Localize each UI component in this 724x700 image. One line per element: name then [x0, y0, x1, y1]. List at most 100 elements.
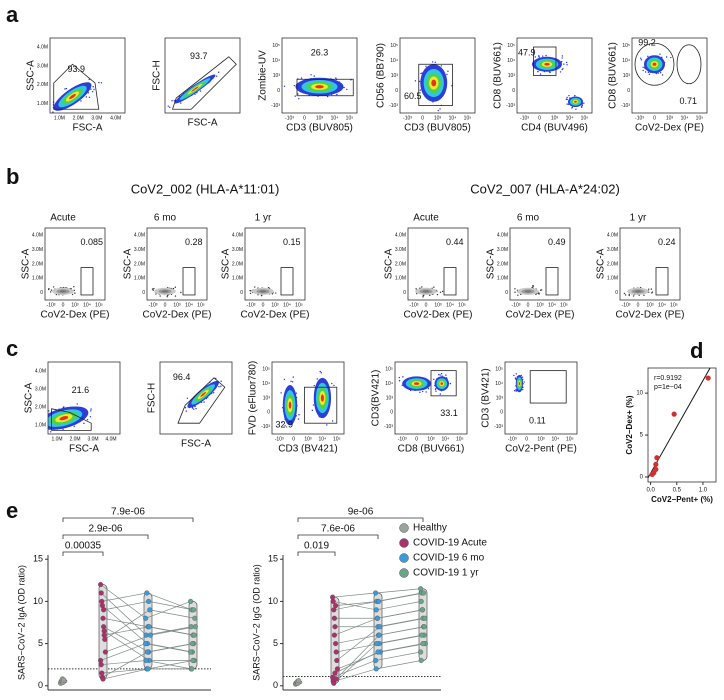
- event-dot: [561, 55, 564, 57]
- event-dot: [83, 422, 85, 425]
- dot: [375, 649, 381, 655]
- subject-line: [102, 617, 149, 628]
- x-tick-label: 0: [62, 302, 65, 308]
- event-dot: [514, 288, 516, 290]
- event-dot: [522, 388, 524, 391]
- y-tick-label: 0: [267, 410, 270, 416]
- plot-frame: [49, 37, 126, 114]
- legend-swatch: [399, 568, 409, 578]
- gate: [280, 267, 294, 296]
- plot-bg: [510, 228, 570, 300]
- event-dot: [538, 292, 540, 294]
- y-tick-label: 2.0M: [232, 261, 243, 267]
- event-dot: [26, 420, 27, 421]
- y-tick-label: 4.0M: [32, 233, 43, 239]
- plot-frame: [244, 227, 306, 301]
- x-tick-label: 10⁵: [464, 115, 472, 121]
- y-tick-label: 10⁵: [385, 367, 393, 373]
- event-dot: [433, 378, 435, 380]
- y-tick-label: 0: [627, 88, 630, 94]
- y-tick-label: 10³: [263, 395, 271, 401]
- plot-label: Acute: [413, 213, 439, 224]
- subject-line: [145, 601, 191, 619]
- event-dot: [568, 94, 570, 97]
- x-tick-label: 0: [164, 302, 167, 308]
- y-axis-label: SSC-A: [221, 248, 232, 279]
- gate-value: 0.28: [185, 237, 203, 247]
- plot-frame: [509, 227, 571, 301]
- dot: [422, 615, 428, 621]
- dot: [373, 657, 379, 664]
- event-dot: [425, 391, 427, 393]
- event-dot: [398, 380, 401, 382]
- event-dot: [433, 286, 435, 288]
- event-dot: [316, 378, 319, 380]
- y-tick-label: 0: [505, 290, 508, 296]
- event-dot: [275, 292, 277, 294]
- y-axis-label: SSC-A: [486, 248, 497, 279]
- event-dot: [171, 100, 173, 102]
- y-tick-label: 0: [403, 290, 406, 296]
- annotation: p=1e−04: [654, 384, 682, 391]
- gate: [655, 267, 669, 296]
- x-axis-label: FSC-A: [73, 123, 103, 134]
- event-dot: [64, 88, 66, 90]
- dot: [143, 641, 149, 647]
- plot-area: [532, 54, 585, 110]
- event-dot: [284, 425, 286, 427]
- event-dot: [581, 105, 583, 107]
- event-dot: [650, 288, 653, 290]
- bracket: [62, 551, 104, 556]
- event-dot: [88, 78, 90, 81]
- x-tick-label: 10³: [537, 436, 545, 442]
- y-tick-label: 3.0M: [35, 386, 46, 392]
- dot: [102, 649, 108, 655]
- event-dot: [580, 106, 583, 108]
- y-tick-label: 10⁴: [507, 58, 515, 64]
- event-dot: [575, 108, 577, 110]
- plot-area: [249, 286, 277, 297]
- dot: [99, 598, 105, 604]
- dot: [191, 632, 197, 638]
- x-tick-label: 2.0M: [73, 115, 84, 121]
- dot: [418, 598, 424, 604]
- gate: [529, 370, 567, 404]
- event-dot: [574, 94, 576, 97]
- event-dot: [73, 289, 75, 292]
- group-title: CoV2_007 (HLA-A*24:02): [470, 181, 620, 196]
- x-axis-label: CoV2-Dex (PE): [143, 310, 212, 321]
- subject-line: [376, 660, 422, 670]
- event-dot: [436, 293, 439, 296]
- event-dot: [624, 294, 627, 296]
- point: [671, 411, 677, 417]
- event-dot: [435, 390, 437, 392]
- event-dot: [218, 385, 220, 388]
- x-tick-label: 10⁵: [458, 302, 466, 308]
- x-axis-label: FSC-A: [181, 439, 211, 450]
- dot: [334, 666, 340, 672]
- gate-value: 21.6: [72, 385, 90, 395]
- y-tick-label: 0: [40, 290, 43, 296]
- subject-line: [332, 592, 376, 598]
- x-tick-label: 10⁴: [681, 115, 689, 121]
- event-dot: [45, 429, 46, 430]
- y-axis-label: SSC-A: [123, 248, 134, 279]
- gate-value: 0.49: [548, 237, 566, 247]
- event-dot: [44, 108, 45, 109]
- dot: [421, 624, 427, 630]
- y-tick-label: 3.0M: [37, 63, 48, 69]
- event-dot: [439, 393, 441, 395]
- y-tick-label: -10³: [271, 103, 280, 109]
- event-dot: [439, 291, 442, 294]
- plot-label: 1 yr: [255, 213, 272, 224]
- y-tick-label: 10⁴: [272, 58, 280, 64]
- event-dot: [186, 397, 189, 399]
- y-tick-label: 10³: [496, 395, 504, 401]
- x-axis-label: CoV2-Dex (PE): [41, 310, 110, 321]
- event-dot: [331, 382, 333, 385]
- y-tick-label: 10⁵: [495, 367, 503, 373]
- subject-line: [101, 668, 147, 674]
- plot-area: [398, 373, 452, 395]
- event-dot: [52, 286, 55, 288]
- event-dot: [62, 428, 64, 431]
